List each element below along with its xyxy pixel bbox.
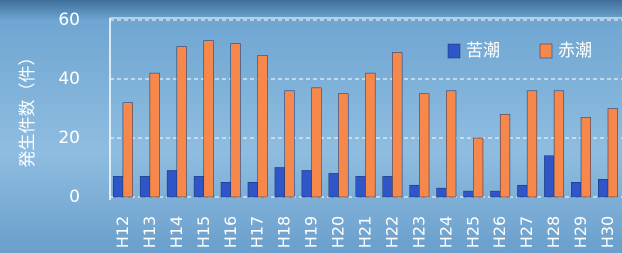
x-tick-label: H25 (463, 216, 482, 248)
x-tick-label: H21 (356, 216, 375, 248)
bar (177, 47, 187, 197)
bar (275, 168, 285, 198)
legend-swatch (448, 44, 460, 58)
bar (392, 52, 402, 197)
bar (194, 176, 204, 197)
bar (312, 88, 322, 197)
bar (150, 73, 160, 197)
x-tick-label: H18 (275, 216, 294, 248)
bar (140, 176, 150, 197)
bar (285, 91, 295, 197)
bar (248, 182, 258, 197)
x-tick-label: H15 (194, 216, 213, 248)
x-tick-label: H26 (490, 216, 509, 248)
bar (356, 176, 366, 197)
x-tick-label: H13 (140, 216, 159, 248)
x-tick-label: H12 (113, 216, 132, 248)
bar (383, 176, 393, 197)
x-tick-label: H17 (248, 216, 267, 248)
bar (517, 185, 527, 197)
x-tick-label: H29 (571, 216, 590, 248)
bar (339, 94, 349, 197)
bar (113, 176, 123, 197)
bar (581, 117, 591, 197)
bar (464, 191, 474, 197)
x-tick-label: H27 (517, 216, 536, 248)
legend-label: 苦潮 (466, 41, 500, 61)
bar (329, 173, 339, 197)
x-tick-label: H30 (598, 216, 617, 248)
x-tick-label: H23 (409, 216, 428, 248)
x-tick-label: H14 (167, 216, 186, 248)
y-tick-label: 20 (58, 128, 80, 148)
bar (365, 73, 375, 197)
bar (554, 91, 564, 197)
bar (410, 185, 420, 197)
y-tick-label: 60 (58, 10, 80, 30)
legend-swatch (540, 44, 552, 58)
bar (437, 188, 447, 197)
bar (123, 103, 133, 197)
bar (167, 170, 177, 197)
bar (500, 114, 510, 197)
x-tick-label: H19 (302, 216, 321, 248)
bar (231, 44, 241, 197)
chart: 発生件数（件） 0 20 40 60 H12 H13 H14 H15 H16 H17 H18 H19 H… (0, 0, 622, 253)
x-tick-label: H20 (329, 216, 348, 248)
bar (571, 182, 581, 197)
bar (258, 55, 268, 197)
bar (608, 109, 618, 198)
y-tick-label: 40 (58, 69, 80, 89)
y-tick-label: 0 (69, 187, 80, 207)
legend-label: 赤潮 (558, 41, 592, 61)
x-tick-label: H22 (382, 216, 401, 248)
bar (302, 170, 312, 197)
bar (419, 94, 429, 197)
bar (490, 191, 500, 197)
bar (527, 91, 537, 197)
bar (598, 179, 608, 197)
bar (446, 91, 456, 197)
bar (473, 138, 483, 197)
x-tick-label: H24 (436, 216, 455, 248)
bar (204, 41, 214, 197)
bar (544, 156, 554, 197)
y-axis-label: 発生件数（件） (18, 49, 38, 168)
x-tick-label: H16 (221, 216, 240, 248)
bar (221, 182, 231, 197)
x-tick-label: H28 (544, 216, 563, 248)
